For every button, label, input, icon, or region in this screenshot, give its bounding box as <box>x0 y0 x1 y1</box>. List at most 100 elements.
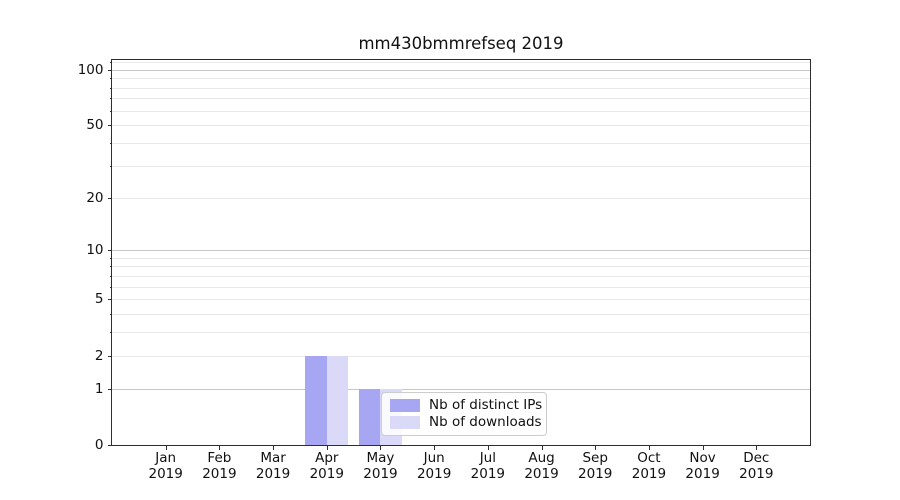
x-tick-year: 2019 <box>685 465 720 482</box>
x-tick-label: Jul 2019 <box>453 450 523 482</box>
y-minor-tick-mark <box>109 314 112 316</box>
y-minor-tick-mark <box>109 332 112 334</box>
x-tick-year: 2019 <box>524 465 559 482</box>
y-tick-label: 10 <box>86 242 104 259</box>
bar-downloads-apr <box>326 355 349 445</box>
x-tick-year: 2019 <box>202 465 237 482</box>
y-minor-tick-mark <box>109 98 112 100</box>
y-tick-mark <box>107 388 112 390</box>
x-tick-mark <box>648 446 650 450</box>
minor-gridline <box>112 197 810 199</box>
minor-gridline <box>112 110 810 112</box>
y-minor-tick-mark <box>109 257 112 259</box>
y-minor-tick-mark <box>109 87 112 89</box>
x-tick-label: Nov 2019 <box>668 450 738 482</box>
legend-label-distinct-ips: Nb of distinct IPs <box>429 397 543 413</box>
x-tick-mark <box>702 446 704 450</box>
x-tick-label: Oct 2019 <box>614 450 684 482</box>
x-tick-month: Jan <box>155 450 177 466</box>
x-tick-mark <box>541 446 543 450</box>
x-tick-year: 2019 <box>631 465 667 482</box>
x-tick-mark <box>487 446 489 450</box>
y-minor-tick-mark <box>109 125 112 127</box>
x-tick-label: Mar 2019 <box>238 450 308 482</box>
x-tick-mark <box>273 446 275 450</box>
x-tick-year: 2019 <box>470 465 506 482</box>
x-tick-mark <box>756 446 758 450</box>
legend-swatch-distinct-ips-icon <box>390 399 420 412</box>
y-minor-tick-mark <box>109 299 112 301</box>
y-tick-label: 1 <box>94 380 104 397</box>
y-tick-mark <box>107 250 112 252</box>
y-tick-label: 50 <box>86 117 104 134</box>
x-tick-label: May 2019 <box>345 450 415 482</box>
y-minor-tick-mark <box>109 165 112 167</box>
y-tick-label: 100 <box>77 61 104 78</box>
minor-gridline <box>112 78 810 80</box>
legend: Nb of distinct IPs Nb of downloads <box>381 392 547 436</box>
bar-distinct-ips-apr <box>305 355 327 445</box>
x-tick-month: May <box>366 450 395 466</box>
x-tick-year: 2019 <box>363 465 398 482</box>
minor-gridline <box>112 286 810 288</box>
y-minor-tick-mark <box>109 62 112 64</box>
major-gridline <box>112 69 810 71</box>
minor-gridline <box>112 87 810 89</box>
x-tick-year: 2019 <box>416 465 452 482</box>
y-tick-mark <box>107 69 112 71</box>
x-tick-month: Apr <box>315 450 339 466</box>
y-minor-tick-mark <box>109 78 112 80</box>
y-minor-tick-mark <box>109 110 112 112</box>
x-tick-label: Sep 2019 <box>560 450 630 482</box>
y-tick-label: 0 <box>94 437 104 453</box>
plot-area <box>112 60 810 445</box>
x-tick-mark <box>380 446 382 450</box>
y-tick-mark <box>107 445 112 446</box>
x-tick-month: Dec <box>743 450 770 466</box>
y-minor-tick-mark <box>109 266 112 268</box>
x-tick-year: 2019 <box>578 465 613 482</box>
x-tick-month: Feb <box>207 450 232 466</box>
x-tick-mark <box>219 446 221 450</box>
x-tick-month: Jul <box>479 450 496 466</box>
x-tick-mark <box>165 446 167 450</box>
x-tick-year: 2019 <box>255 465 291 482</box>
legend-swatch-downloads-icon <box>390 416 420 429</box>
minor-gridline <box>112 332 810 334</box>
minor-gridline <box>112 257 810 259</box>
x-tick-mark <box>434 446 436 450</box>
minor-gridline <box>112 62 810 64</box>
y-minor-tick-mark <box>109 197 112 199</box>
minor-gridline <box>112 299 810 301</box>
minor-gridline <box>112 314 810 316</box>
legend-label-downloads: Nb of downloads <box>429 414 542 430</box>
minor-gridline <box>112 275 810 277</box>
x-tick-month: Oct <box>637 450 661 466</box>
y-minor-tick-mark <box>109 143 112 145</box>
legend-item-distinct-ips: Nb of distinct IPs <box>390 398 542 413</box>
bar-distinct-ips-may <box>358 388 381 445</box>
x-tick-label: Jun 2019 <box>399 450 469 482</box>
major-gridline <box>112 250 810 252</box>
x-tick-label: Dec 2019 <box>721 450 791 482</box>
x-tick-label: Apr 2019 <box>292 450 362 482</box>
minor-gridline <box>112 125 810 127</box>
y-minor-tick-mark <box>109 286 112 288</box>
x-tick-month: Jun <box>423 450 445 466</box>
major-gridline <box>112 388 810 390</box>
x-tick-month: Sep <box>582 450 608 466</box>
x-tick-mark <box>326 446 328 450</box>
chart-title: mm430bmmrefseq 2019 <box>358 34 564 53</box>
legend-item-downloads: Nb of downloads <box>390 415 542 430</box>
x-tick-mark <box>595 446 597 450</box>
x-tick-label: Feb 2019 <box>184 450 254 482</box>
y-tick-label: 20 <box>86 189 104 206</box>
x-tick-month: Nov <box>689 450 716 466</box>
x-tick-year: 2019 <box>309 465 344 482</box>
y-minor-tick-mark <box>109 355 112 357</box>
minor-gridline <box>112 98 810 100</box>
y-minor-tick-mark <box>109 275 112 277</box>
y-tick-label: 5 <box>94 291 104 308</box>
minor-gridline <box>112 165 810 167</box>
